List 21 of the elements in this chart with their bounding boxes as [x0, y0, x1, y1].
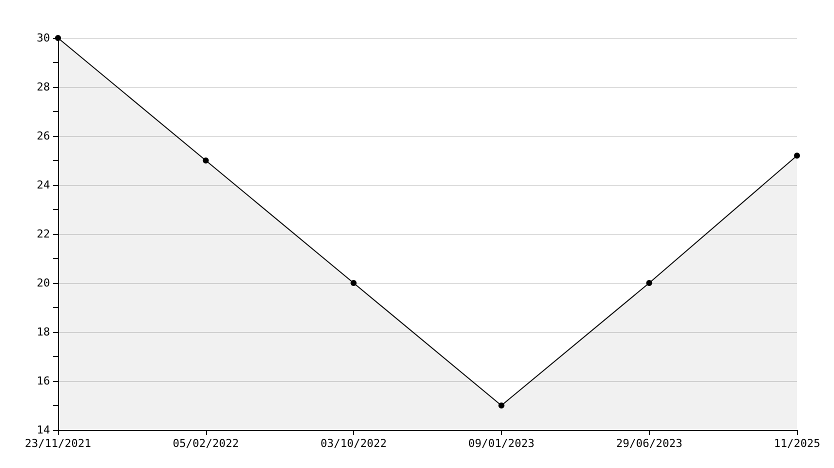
- point: [498, 402, 504, 408]
- point: [350, 280, 357, 286]
- y-tick-label: 20: [36, 276, 50, 290]
- y-tick-label: 18: [36, 326, 50, 338]
- point: [794, 152, 800, 159]
- y-tick-label: 16: [36, 374, 50, 388]
- y-tick-label: 26: [36, 130, 50, 142]
- point: [55, 35, 61, 41]
- x-tick-label: 23/11/2021: [24, 437, 92, 450]
- y-tick-label: 22: [36, 228, 50, 240]
- x-tick-label: 03/10/2022: [320, 437, 387, 450]
- y-tick-label: 28: [36, 80, 50, 94]
- x-tick-label: 09/01/2023: [468, 437, 535, 450]
- y-tick-label: 30: [36, 32, 50, 44]
- x-tick-label: 29/06/2023: [616, 437, 682, 450]
- y-tick-label: 14: [36, 424, 50, 436]
- point: [646, 280, 652, 286]
- y-tick-label: 24: [36, 178, 50, 192]
- point: [202, 158, 209, 164]
- x-tick-label: 05/02/2022: [172, 437, 239, 450]
- x-tick-label: 11/2025: [774, 437, 820, 450]
